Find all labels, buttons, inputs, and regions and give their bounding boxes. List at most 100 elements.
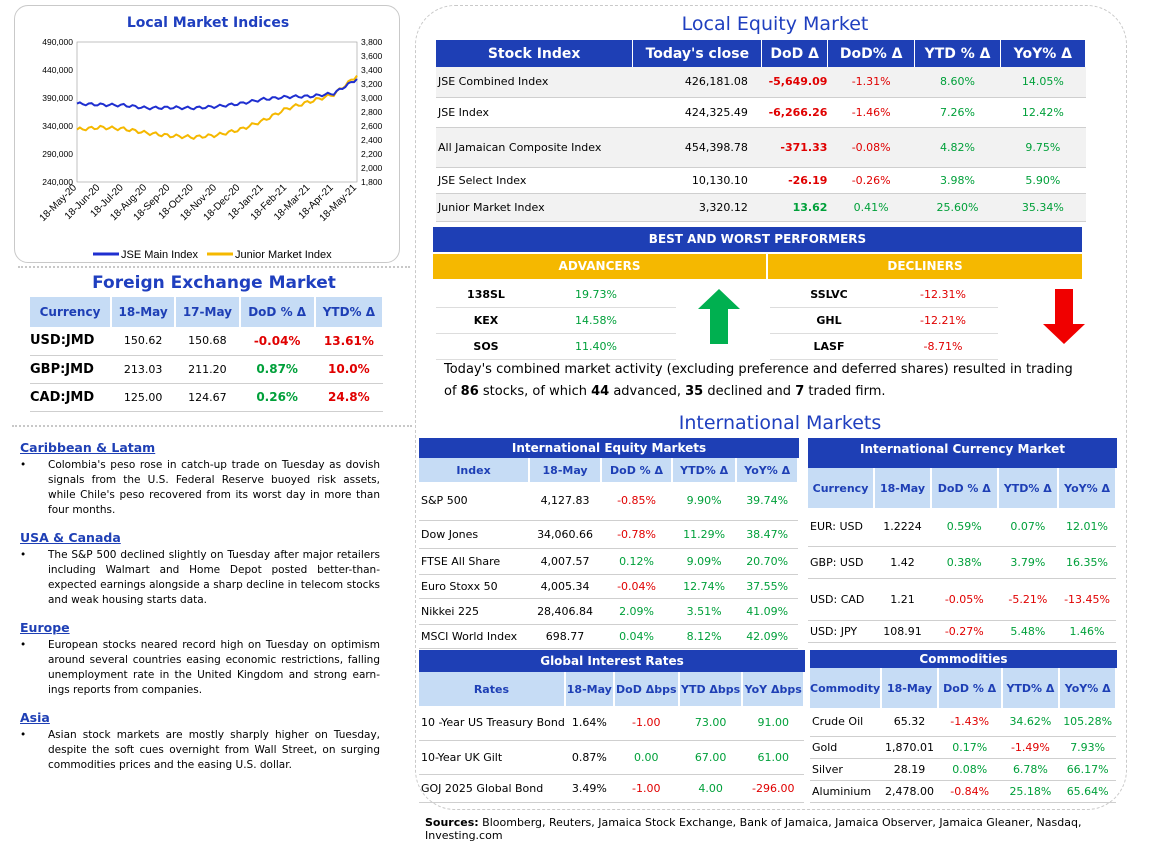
commodities-name: Crude Oil [812,715,864,729]
right-tick-label: 3,800 [361,37,383,47]
rates-box: Global Interest Rates Rates 18-May DoD Δbp… [419,650,805,803]
news-bullet: • Asian stock markets are mostly sharply… [20,728,380,773]
intl-currency-name: EUR: USD [810,520,864,534]
fx-header-cell: DoD % Δ [239,297,316,327]
fx-bottom-border [12,425,412,427]
rates-name: 10-Year UK Gilt [421,750,503,764]
commodities-row: Aluminium 2,478.00 -0.84% 25.18% 65.64% [810,780,1116,802]
commodities-dod: -1.43% [950,715,990,729]
legend-main-label: JSE Main Index [121,249,199,261]
news-heading: USA & Canada [20,530,121,545]
rates-value: 0.87% [571,750,607,764]
performers-title: BEST AND WORST PERFORMERS [433,227,1082,252]
advancer-symbol: 138SL [467,288,505,301]
left-tick-label: 340,000 [42,121,73,131]
equity-header-cell: YTD % Δ [914,40,1001,67]
fx-currency: USD:JMD [30,333,95,349]
intl-equity-dod: -0.04% [617,579,656,593]
left-tick-label: 490,000 [42,37,73,47]
intl-equity-value: 4,005.34 [540,579,590,593]
sources-label: Sources: [425,816,479,829]
plot-area [76,41,358,183]
intl-currency-name: USD: CAD [810,592,865,606]
intl-equity-yoy: 37.55% [746,579,789,593]
advancer-row: SOS 11.40% [436,334,676,360]
intl-currency-table: Currency 18-May DoD % Δ YTD% Δ YoY% Δ EUR: U… [808,468,1117,643]
intl-equity-header-cell: YTD% Δ [671,458,738,482]
news-heading: Asia [20,710,50,725]
intl-currency-yoy: 12.01% [1066,520,1108,534]
equity-index-name: All Jamaican Composite Index [438,140,602,154]
advancers-list: 138SL 19.73% KEX 14.58% SOS 11.40% [436,282,676,360]
intl-currency-dod: 0.59% [946,520,982,534]
commodities-yoy: 66.17% [1066,762,1109,776]
up-arrow-icon [698,289,740,344]
intl-currency-header-cell: YoY% Δ [1058,468,1117,508]
equity-dod-pct: -0.08% [851,140,891,154]
news-text: Asian stock markets are mostly sharply h… [48,729,380,771]
rates-row: 10-Year UK Gilt 0.87% 0.00 67.00 61.00 [419,740,804,774]
advancer-row: 138SL 19.73% [436,282,676,308]
equity-close: 426,181.08 [684,75,748,89]
equity-dod-pct: -1.46% [851,105,891,119]
intl-currency-row: GBP: USD 1.42 0.38% 3.79% 16.35% [808,546,1116,578]
summary-declined-count: 35 [685,384,704,399]
intl-currency-row: EUR: USD 1.2224 0.59% 0.07% 12.01% [808,508,1116,546]
intl-currency-value: 1.42 [890,555,915,569]
news-item: Europe • European stocks neared record h… [20,620,380,698]
fx-ytd: 10.0% [328,362,370,376]
equity-header-cell: DoD Δ [761,40,828,67]
rates-header-cell: Rates [419,672,566,706]
intl-equity-header-cell: YoY% Δ [736,458,799,482]
rates-row: GOJ 2025 Global Bond 3.49% -1.00 4.00 -2… [419,774,804,802]
intl-equity-value: 4,007.57 [540,554,590,568]
commodities-header-cell: YTD% Δ [1001,668,1061,708]
rates-dod: -1.00 [632,781,661,795]
summary-advanced-count: 44 [591,384,610,399]
equity-index-name: JSE Index [438,105,489,119]
equity-ytd: 25.60% [936,200,979,214]
equity-header-cell: Stock Index [436,40,634,67]
news-bullet: • European stocks neared record high on … [20,638,380,698]
news-bullet: • Colombia's peso rose in catch-up trade… [20,458,380,518]
commodities-header-cell: Commodity [810,668,883,708]
commodities-row: Silver 28.19 0.08% 6.78% 66.17% [810,758,1116,780]
advancer-pct: 14.58% [575,314,617,327]
equity-ytd: 7.26% [940,105,975,119]
commodities-name: Aluminium [812,784,872,798]
advancer-pct: 19.73% [575,288,617,301]
advancers-header: ADVANCERS [433,254,766,279]
intl-equity-name: MSCI World Index [421,629,518,643]
intl-equity-row: MSCI World Index 698.77 0.04% 8.12% 42.0… [419,624,798,648]
intl-equity-row: S&P 500 4,127.83 -0.85% 9.90% 39.74% [419,482,798,520]
intl-currency-value: 1.2224 [883,520,922,534]
intl-currency-ytd: 3.79% [1010,555,1046,569]
equity-ytd: 3.98% [940,173,975,187]
equity-row: JSE Index 424,325.49 -6,266.26 -1.46% 7.… [436,97,1086,127]
market-panel [415,5,1127,810]
decliner-pct: -12.31% [920,288,966,301]
fx-header-cell: Currency [30,297,112,327]
decliner-row: GHL -12.21% [770,308,998,334]
intl-currency-row: USD: JPY 108.91 -0.27% 5.48% 1.46% [808,620,1116,642]
rates-row: 10 -Year US Treasury Bond 1.64% -1.00 73… [419,706,804,740]
rates-name: GOJ 2025 Global Bond [421,781,544,795]
intl-currency-value: 108.91 [883,624,922,638]
right-tick-label: 2,000 [361,163,383,173]
fx-top-border [18,266,410,268]
fx-dod: -0.04% [253,333,301,348]
rates-yoy: 91.00 [757,716,789,730]
advancer-row: KEX 14.58% [436,308,676,334]
intl-currency-ytd: 0.07% [1010,520,1046,534]
commodities-ytd: -1.49% [1010,740,1050,754]
intl-currency-header-cell: DoD % Δ [930,468,999,508]
intl-equity-header-cell: 18-May [529,458,603,482]
intl-equity-yoy: 38.47% [746,527,789,541]
intl-equity-title: International Equity Markets [419,438,799,458]
commodities-header-cell: DoD % Δ [937,668,1003,708]
fx-header-cell: 18-May [111,297,177,327]
fx-row: USD:JMD 150.62 150.68 -0.04% 13.61% [30,327,383,355]
bullet-icon: • [20,639,27,651]
fx-header-cell: 17-May [175,297,241,327]
equity-header-cell: YoY% Δ [1000,40,1087,67]
